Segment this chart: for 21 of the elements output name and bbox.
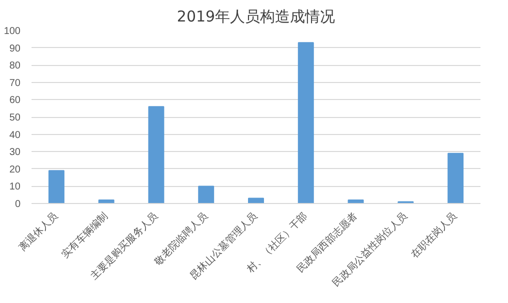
bar <box>348 200 364 204</box>
y-tick-label: 20 <box>9 164 21 176</box>
chart-title: 2019年人员构造成情况 <box>176 8 336 26</box>
bar <box>98 200 114 204</box>
y-tick-label: 60 <box>9 95 21 106</box>
bar <box>48 170 64 204</box>
y-tick-label: 80 <box>9 60 21 72</box>
bar <box>198 186 214 204</box>
bar <box>148 106 164 204</box>
bar <box>298 42 314 204</box>
x-tick-label: 离退休人员 <box>16 210 60 254</box>
y-tick-label: 30 <box>9 147 21 158</box>
y-tick-label: 0 <box>14 199 21 210</box>
y-tick-label: 90 <box>9 43 21 54</box>
x-tick-label: 在职在岗人员 <box>408 210 460 261</box>
y-tick-label: 40 <box>9 130 21 141</box>
y-tick-label: 10 <box>9 182 21 193</box>
y-tick-label: 100 <box>4 26 21 37</box>
bar <box>448 152 464 204</box>
y-tick-label: 70 <box>9 78 21 89</box>
y-tick-label: 50 <box>9 112 21 124</box>
